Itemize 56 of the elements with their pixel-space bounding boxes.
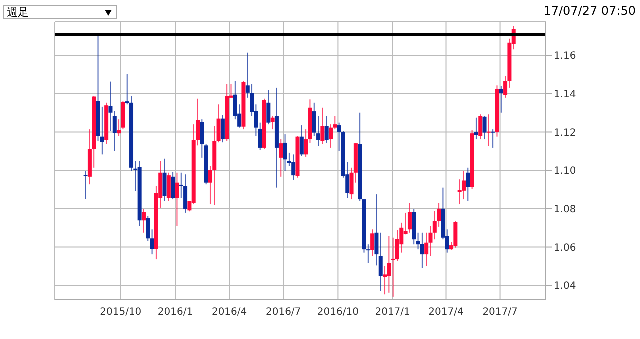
y-tick-label: 1.10 (554, 166, 576, 178)
candlestick (112, 110, 117, 152)
x-tick-label: 2016/1 (158, 307, 194, 318)
candlestick (408, 202, 412, 234)
candlestick (486, 114, 491, 147)
y-tick-label: 1.12 (554, 128, 576, 139)
candlestick (171, 172, 176, 200)
candlestick (454, 220, 458, 248)
candlestick (266, 90, 271, 126)
y-tick-label: 1.16 (554, 51, 576, 62)
text: 17/07/27 07:50 (544, 4, 636, 18)
candlestick (216, 104, 221, 144)
candlestick (462, 170, 466, 200)
candlestick (366, 244, 370, 264)
y-tick-label: 1.06 (554, 242, 576, 254)
candlestick (279, 139, 284, 178)
candlestick (283, 134, 288, 172)
candlestick (482, 116, 487, 140)
candlestick (370, 229, 375, 257)
candlestick (320, 107, 325, 146)
x-tick-label: 2017/1 (375, 307, 410, 318)
candlestick (166, 172, 171, 202)
candlestick (108, 81, 113, 132)
candlestick (270, 116, 275, 130)
candlestick (499, 86, 504, 114)
candlestick (220, 114, 225, 144)
candlestick (292, 154, 296, 180)
candlestick (374, 194, 379, 266)
text: 週足 (7, 6, 29, 19)
candlestick (175, 172, 180, 227)
y-tick-label: 1.08 (554, 204, 576, 216)
candlestick (146, 216, 150, 242)
x-tick-label: 2017/4 (428, 307, 464, 318)
x-tick-label: 2016/4 (212, 307, 248, 318)
candlestick (420, 232, 424, 269)
y-tick-label: 1.04 (554, 281, 576, 292)
x-tick-label: 2015/10 (100, 307, 142, 318)
candlestick (84, 170, 88, 200)
candlestick (478, 114, 483, 140)
x-tick-label: 2017/7 (482, 307, 518, 318)
candlestick (162, 158, 167, 202)
x-tick-label: 2016/7 (266, 307, 302, 318)
x-tick-label: 2016/10 (317, 307, 359, 318)
y-tick-label: 1.14 (554, 89, 576, 100)
candlestick (387, 236, 392, 294)
candlestick (300, 125, 304, 157)
candlestick (324, 116, 329, 144)
candlestick (184, 174, 188, 214)
candlestick (142, 209, 146, 234)
candlestick (258, 122, 262, 151)
candlestick (466, 167, 470, 202)
candlestick (378, 232, 383, 292)
candlestick (491, 129, 496, 148)
candlestick (150, 229, 154, 256)
candlestick (474, 117, 478, 140)
candlestick (200, 119, 204, 158)
